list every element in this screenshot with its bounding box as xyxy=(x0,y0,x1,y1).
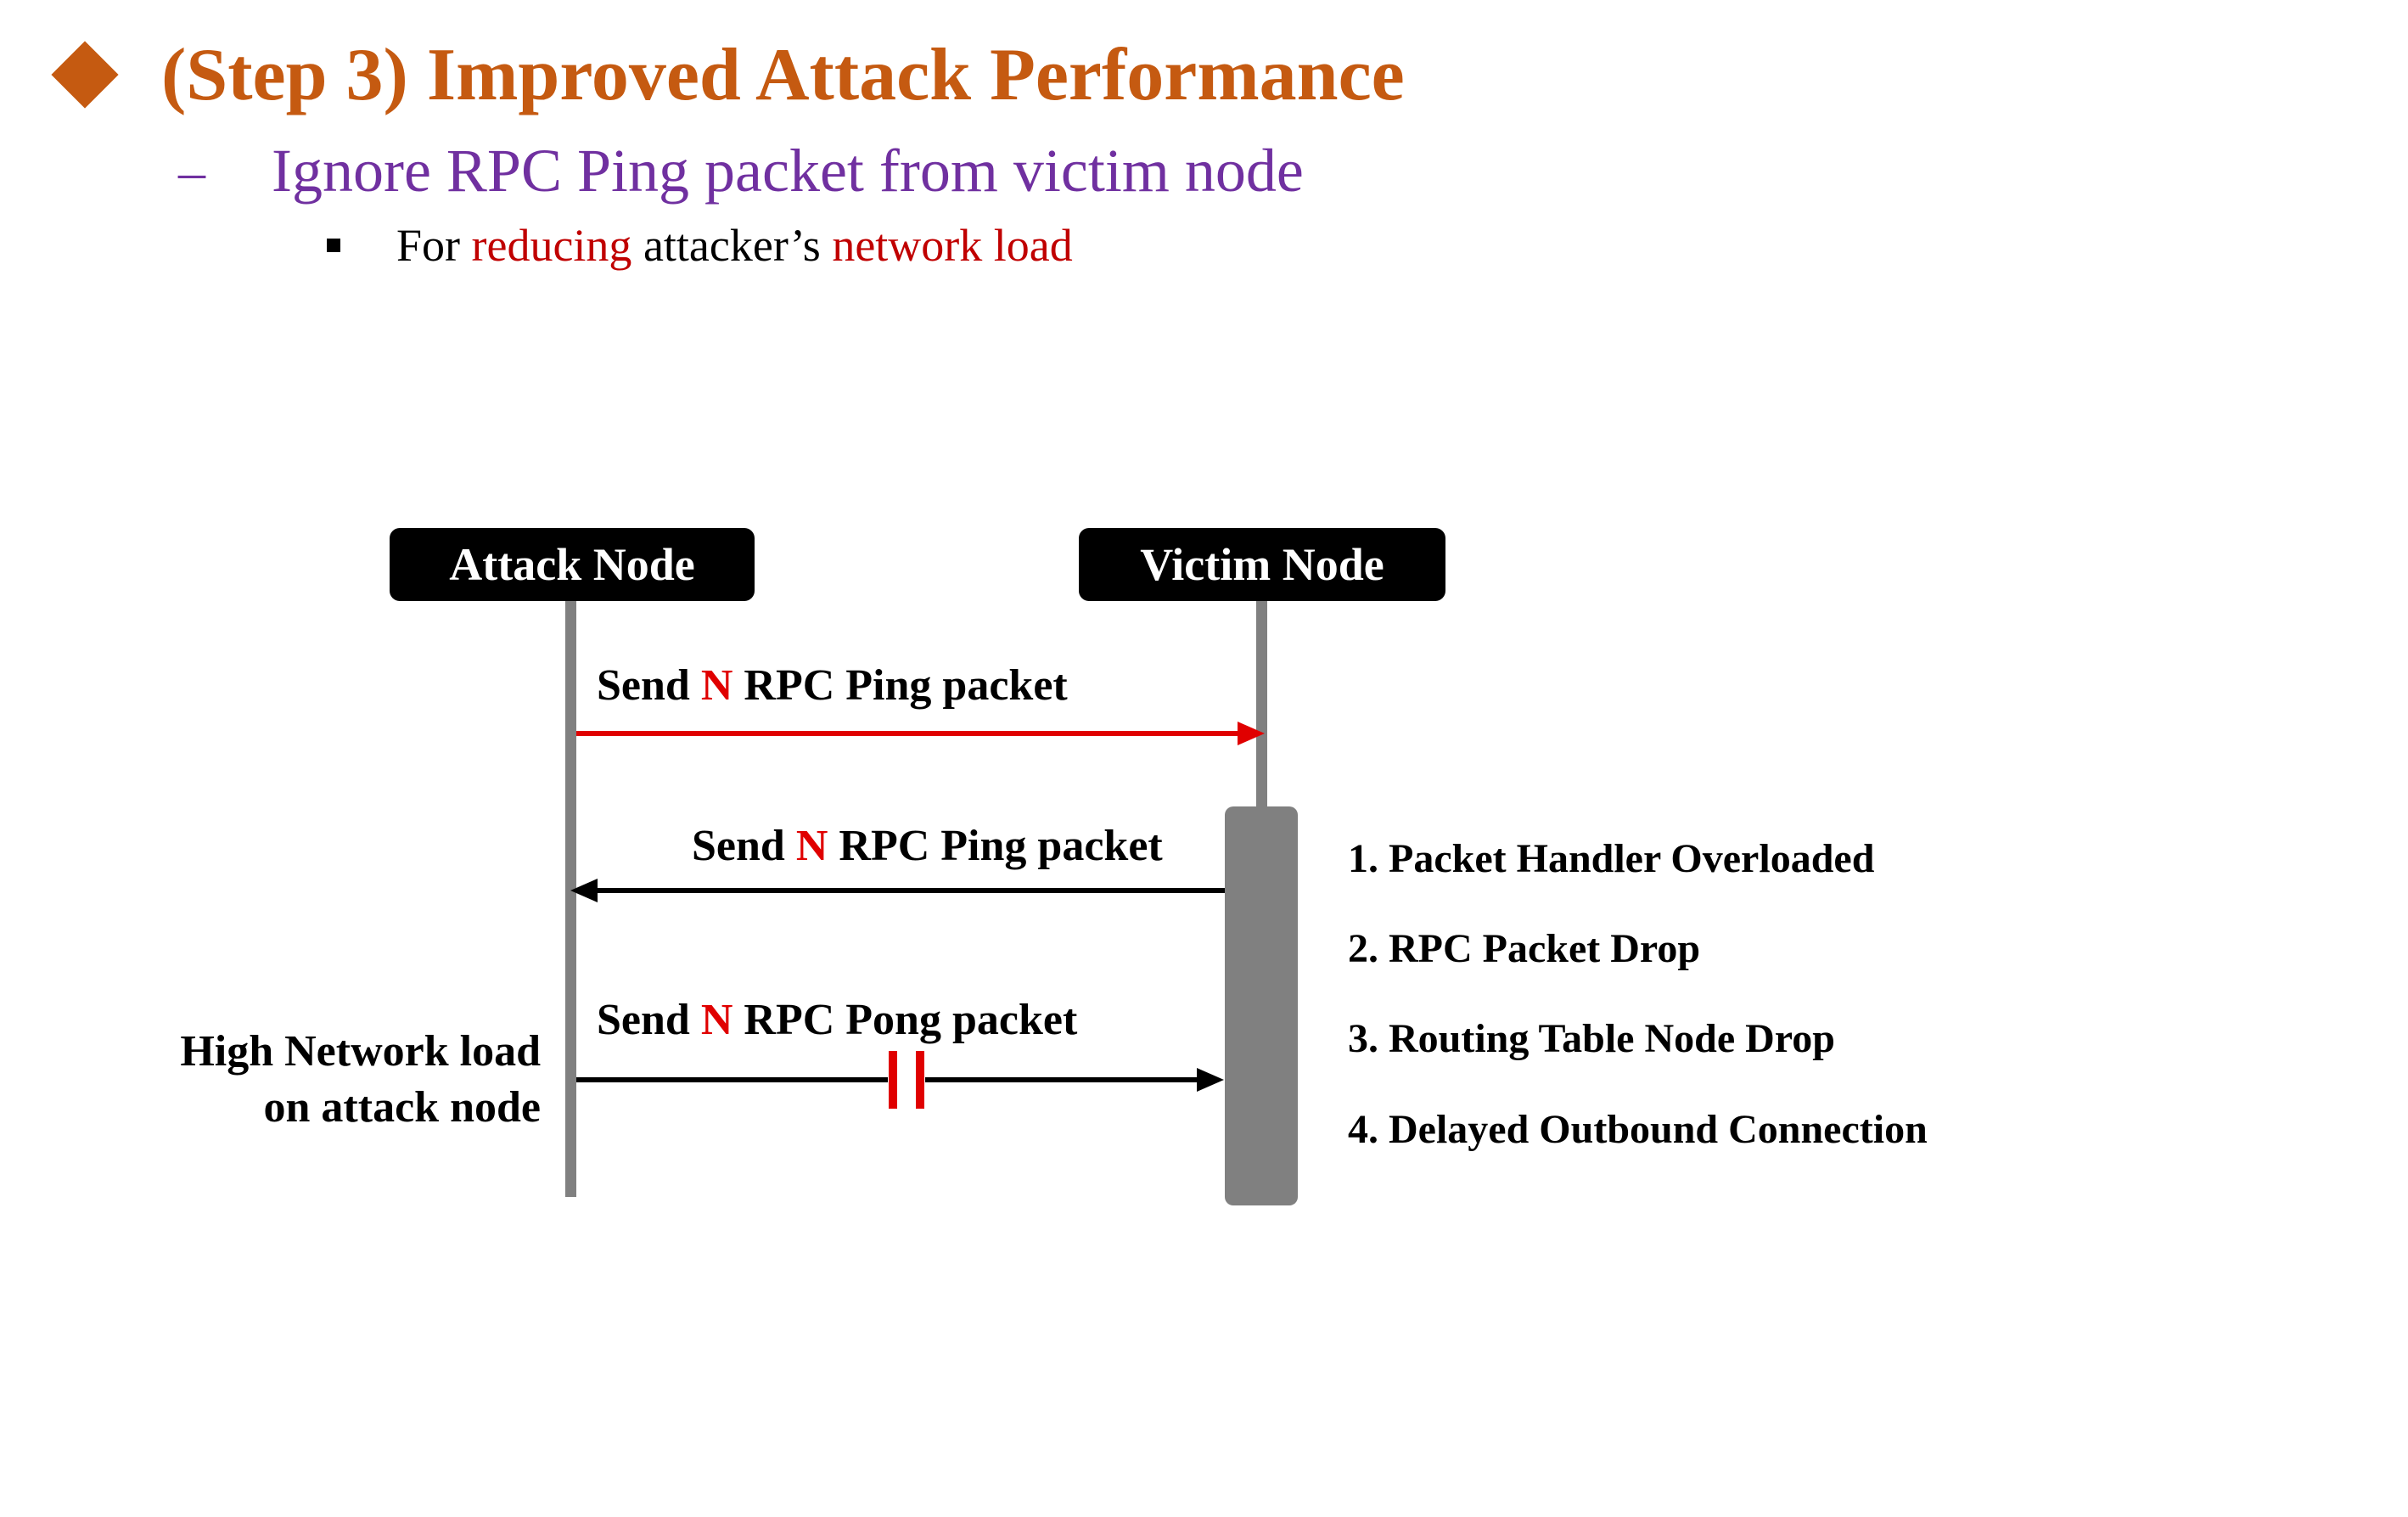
message-prefix: Send xyxy=(597,996,701,1044)
square-bullet-icon xyxy=(327,239,340,252)
bullet-highlight-network-load: network load xyxy=(832,220,1073,271)
title-row: (Step 3) Improved Attack Performance xyxy=(51,32,1405,117)
effect-item-2: 2. RPC Packet Drop xyxy=(1348,926,1701,971)
ping-arrow-victim-to-attack xyxy=(570,879,1225,902)
attack-node-box: Attack Node xyxy=(390,528,755,601)
message-prefix: Send xyxy=(597,661,701,710)
high-network-load-label: High Network load on attack node xyxy=(180,1024,541,1136)
subtitle-row: – Ignore RPC Ping packet from victim nod… xyxy=(178,136,1304,206)
message-suffix: RPC Ping packet xyxy=(733,661,1068,710)
blocked-mark-icon xyxy=(889,1051,924,1109)
victim-node-label: Victim Node xyxy=(1140,539,1384,590)
victim-activation-bar xyxy=(1225,806,1298,1205)
message-suffix: RPC Pong packet xyxy=(733,996,1078,1044)
message-label-ping-2: Send N RPC Ping packet xyxy=(692,821,1163,871)
message-suffix: RPC Ping packet xyxy=(828,822,1163,870)
bullet-text: For reducing attacker’s network load xyxy=(396,219,1073,272)
slide-title: (Step 3) Improved Attack Performance xyxy=(161,33,1405,116)
message-n: N xyxy=(700,996,733,1044)
bullet-prefix: For xyxy=(396,220,472,271)
victim-node-lifeline xyxy=(1256,598,1267,811)
message-label-ping-1: Send N RPC Ping packet xyxy=(597,660,1068,711)
dash-bullet: – xyxy=(178,140,205,201)
message-prefix: Send xyxy=(692,822,796,870)
message-n: N xyxy=(700,661,733,710)
effect-item-4: 4. Delayed Outbound Connection xyxy=(1348,1107,1928,1152)
attack-node-label: Attack Node xyxy=(449,539,695,590)
bullet-highlight-reducing: reducing xyxy=(471,220,632,271)
attack-node-lifeline xyxy=(565,598,576,1197)
effect-item-3: 3. Routing Table Node Drop xyxy=(1348,1016,1835,1061)
load-label-line2: on attack node xyxy=(263,1083,541,1132)
bullet-row: For reducing attacker’s network load xyxy=(327,219,1073,272)
ping-arrow-attack-to-victim xyxy=(576,722,1265,745)
message-label-pong: Send N RPC Pong packet xyxy=(597,995,1077,1045)
effect-item-1: 1. Packet Handler Overloaded xyxy=(1348,836,1875,881)
bullet-middle: attacker’s xyxy=(631,220,833,271)
message-n: N xyxy=(795,822,828,870)
slide-subtitle: Ignore RPC Ping packet from victim node xyxy=(272,137,1304,205)
load-label-line1: High Network load xyxy=(180,1027,541,1076)
pong-arrow-attack-to-victim xyxy=(576,1068,1224,1092)
victim-node-box: Victim Node xyxy=(1079,528,1445,601)
